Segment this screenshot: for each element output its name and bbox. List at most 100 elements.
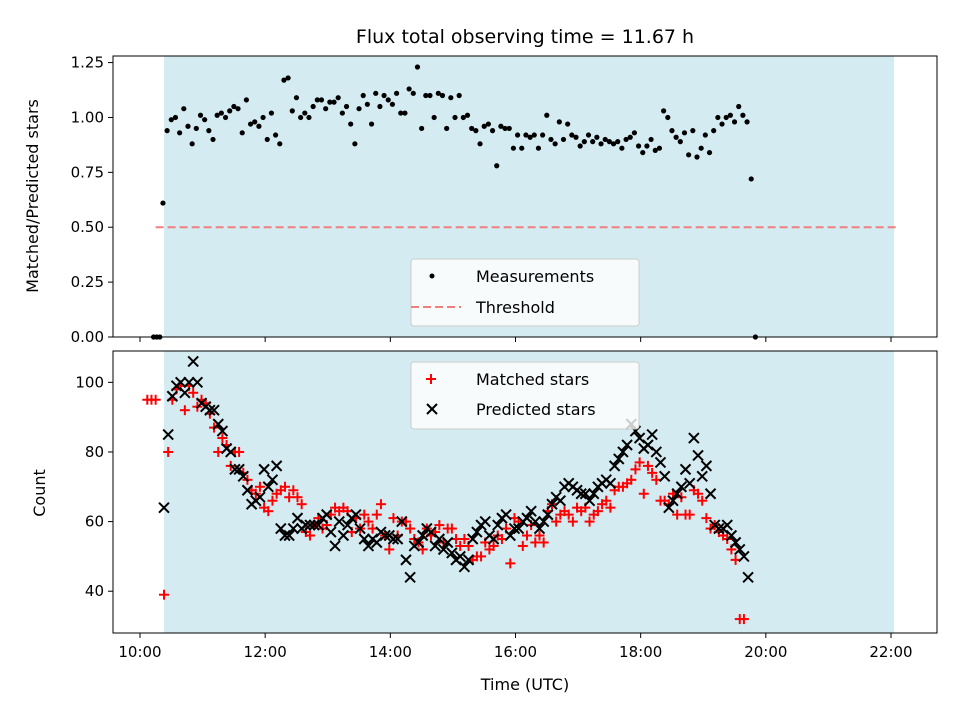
measurement-point bbox=[523, 132, 529, 138]
predicted-stars-point bbox=[671, 488, 683, 500]
matched-stars-point bbox=[375, 499, 386, 510]
predicted-stars-point bbox=[512, 522, 525, 535]
matched-stars-point bbox=[626, 474, 637, 485]
x-tick-label: 12:00 bbox=[244, 643, 287, 661]
bottom-y-tick-label: 80 bbox=[85, 443, 104, 461]
measurement-point bbox=[598, 141, 604, 147]
measurement-point bbox=[289, 108, 295, 114]
measurement-point bbox=[252, 119, 258, 125]
predicted-stars-point bbox=[179, 387, 191, 399]
matched-stars-point bbox=[217, 433, 228, 444]
predicted-stars-point bbox=[350, 508, 362, 521]
predicted-stars-point bbox=[266, 474, 279, 486]
measurement-point bbox=[744, 119, 750, 125]
matched-stars-point bbox=[163, 446, 174, 457]
predicted-stars-point bbox=[329, 540, 341, 552]
measurement-point bbox=[489, 128, 496, 134]
measurement-point bbox=[560, 136, 567, 143]
measurement-point bbox=[222, 114, 229, 121]
measurement-point bbox=[690, 128, 696, 134]
measurement-point bbox=[164, 128, 170, 134]
matched-stars-point bbox=[284, 492, 295, 503]
x-tick-label: 16:00 bbox=[494, 643, 537, 661]
measurement-point bbox=[669, 128, 675, 134]
predicted-legend-marker bbox=[426, 403, 438, 415]
predicted-stars-point bbox=[654, 456, 667, 469]
measurement-point bbox=[310, 103, 316, 110]
predicted-stars-point bbox=[237, 470, 249, 483]
measurement-point bbox=[702, 132, 708, 138]
matched-stars-point bbox=[279, 481, 290, 492]
predicted-stars-point bbox=[537, 515, 550, 528]
threshold-legend-label: Threshold bbox=[475, 298, 555, 317]
matched-stars-point bbox=[455, 540, 466, 551]
measurement-point bbox=[740, 112, 746, 118]
bottom-axes-frame bbox=[112, 350, 938, 634]
predicted-stars-point bbox=[533, 522, 546, 535]
predicted-stars-point bbox=[300, 519, 312, 531]
predicted-stars-point bbox=[187, 355, 199, 368]
measurement-point bbox=[544, 112, 550, 118]
matched-stars-point bbox=[534, 530, 545, 541]
measurement-point bbox=[715, 114, 721, 121]
predicted-stars-point bbox=[579, 488, 592, 500]
measurement-point bbox=[456, 92, 462, 99]
predicted-stars-point bbox=[387, 533, 400, 545]
measurement-point bbox=[177, 130, 183, 136]
measurement-point bbox=[602, 136, 608, 143]
predicted-stars-point bbox=[400, 554, 412, 566]
measurement-point bbox=[406, 86, 412, 92]
top-y-axis-label: Matched/Predicted stars bbox=[23, 99, 42, 293]
measurement-point bbox=[452, 114, 458, 121]
measurement-point bbox=[272, 132, 279, 138]
measurement-point bbox=[635, 143, 642, 149]
measurement-point bbox=[298, 114, 304, 121]
bottom-y-tick-label: 100 bbox=[75, 373, 104, 391]
matched-stars-point bbox=[254, 481, 265, 492]
predicted-stars-point bbox=[454, 550, 466, 563]
measurement-point bbox=[590, 139, 596, 145]
top-y-tick-label: 0.75 bbox=[71, 163, 104, 181]
measurement-point bbox=[423, 92, 429, 99]
x-tick-label: 14:00 bbox=[369, 643, 412, 661]
predicted-stars-point bbox=[734, 543, 746, 556]
measurement-point bbox=[218, 110, 224, 116]
matched-stars-point bbox=[505, 558, 516, 569]
predicted-stars-point bbox=[621, 439, 633, 451]
predicted-stars-point bbox=[462, 554, 475, 566]
matched-stars-point bbox=[459, 534, 470, 544]
matched-legend-label: Matched stars bbox=[476, 370, 589, 389]
chart-title: Flux total observing time = 11.67 h bbox=[356, 26, 694, 48]
measurement-point bbox=[181, 106, 187, 112]
measurement-point bbox=[711, 128, 717, 134]
measurement-point bbox=[552, 141, 558, 147]
measurement-point bbox=[535, 145, 542, 151]
predicted-stars-point bbox=[742, 571, 754, 584]
matched-stars-point bbox=[446, 523, 457, 534]
predicted-stars-point bbox=[283, 529, 295, 542]
matched-stars-point bbox=[592, 506, 603, 517]
measurement-point bbox=[473, 128, 479, 134]
predicted-stars-point bbox=[646, 428, 658, 441]
predicted-stars-point bbox=[688, 432, 700, 444]
predicted-stars-point bbox=[216, 425, 229, 437]
matched-stars-point bbox=[188, 387, 199, 398]
matched-stars-point bbox=[179, 405, 190, 416]
measurement-point bbox=[431, 114, 437, 121]
predicted-stars-point bbox=[479, 515, 491, 528]
predicted-stars-point bbox=[404, 571, 416, 584]
bottom-ylabel-group: Count bbox=[30, 469, 49, 517]
predicted-stars-point bbox=[542, 508, 554, 521]
matched-stars-point bbox=[697, 495, 708, 506]
measurement-point bbox=[723, 114, 729, 121]
predicted-stars-point bbox=[233, 463, 245, 476]
measurement-point bbox=[439, 92, 446, 99]
measurement-point bbox=[640, 149, 646, 156]
measurement-point bbox=[427, 92, 433, 99]
x-tick-label: 18:00 bbox=[619, 643, 662, 661]
predicted-stars-point bbox=[379, 529, 391, 542]
predicted-stars-point bbox=[729, 536, 742, 549]
measurement-point bbox=[498, 123, 504, 129]
matched-stars-point bbox=[584, 516, 595, 527]
